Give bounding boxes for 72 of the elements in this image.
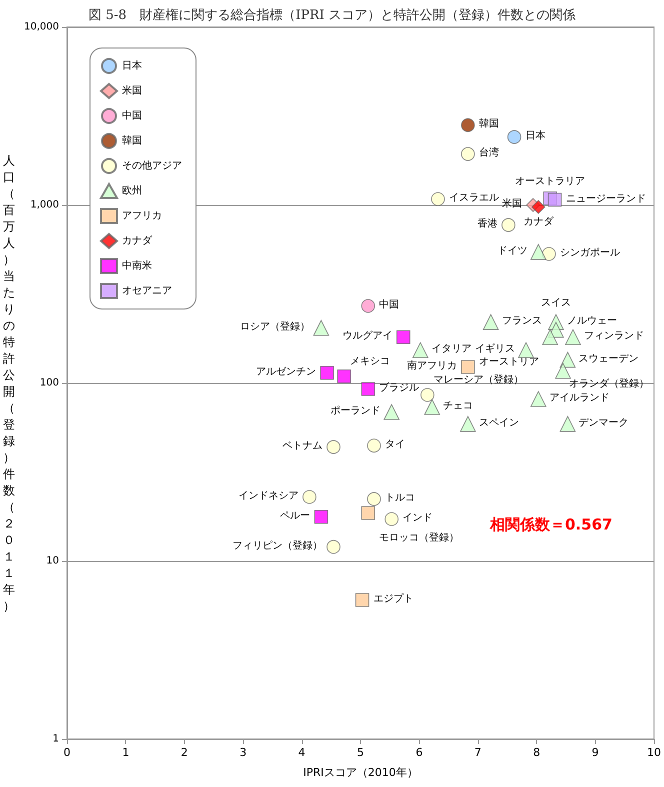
x-tick-label: 9 <box>592 746 599 759</box>
annotation: フランス <box>502 316 542 327</box>
x-tick-label: 0 <box>64 746 70 759</box>
annotation: イギリス <box>475 342 516 355</box>
x-tick-label: 2 <box>180 746 188 759</box>
annotation: インド <box>402 512 433 524</box>
annotation: デンマーク <box>578 417 629 428</box>
annotation: ブラジル <box>379 382 420 394</box>
annotation: 相関係数＝0.567 <box>489 516 612 534</box>
legend-label: 中国 <box>122 110 142 122</box>
annotation: ドイツ <box>497 245 528 256</box>
legend-label: 中南米 <box>122 260 152 272</box>
annotation: モロッコ（登録） <box>379 532 460 544</box>
y-tick-label: 10,000 <box>24 22 59 32</box>
annotation: 日本 <box>525 130 546 142</box>
annotation: イタリア <box>431 344 472 355</box>
x-tick-label: 1 <box>122 746 130 759</box>
y-tick-label: 10 <box>46 556 59 566</box>
x-tick-label: 5 <box>357 746 364 759</box>
annotation: オランダ（登録） <box>569 377 650 390</box>
annotation: フィリピン（登録） <box>232 539 322 552</box>
legend-label: 日本 <box>122 60 142 72</box>
annotation: ノルウェー <box>566 316 617 327</box>
chart-title: 図 5-8 財産権に関する総合指標（IPRI スコア）と特許公開（登録）件数との関係 <box>88 7 576 23</box>
annotation: トルコ <box>385 492 415 504</box>
text: 人口（百万人）当たりの特許公開（登録）件数（２０１１年） <box>3 153 15 613</box>
x-tick-label: 3 <box>240 746 247 759</box>
annotation: エジプト <box>373 592 414 604</box>
annotation: オーストラリア <box>515 176 586 187</box>
annotation: 香港 <box>477 218 498 230</box>
annotation: 中国 <box>379 298 400 310</box>
x-tick-label: 10 <box>647 746 661 759</box>
annotation: オーストリア <box>479 356 540 368</box>
annotation: フィンランド <box>584 330 644 342</box>
annotation: ウルグアイ <box>342 330 392 342</box>
annotation: インドネシア <box>238 490 298 502</box>
legend-label: 欧州 <box>122 184 142 196</box>
legend-label: その他アジア <box>122 160 182 172</box>
annotation: メキシコ <box>350 356 390 367</box>
x-axis-title: IPRIスコア（2010年） <box>303 766 418 779</box>
annotation: シンガポール <box>560 247 620 258</box>
legend-label: カナダ <box>122 234 153 246</box>
legend-label: 米国 <box>122 84 142 96</box>
legend-label: アフリカ <box>122 210 162 222</box>
annotation: スペイン <box>478 417 519 428</box>
x-tick-label: 7 <box>474 746 482 759</box>
annotation: ポーランド <box>330 406 381 417</box>
annotation: アイルランド <box>549 392 610 404</box>
annotation: 南アフリカ <box>406 359 457 372</box>
annotation: チェコ <box>443 400 474 412</box>
annotation: マレーシア（登録） <box>433 373 524 386</box>
y-tick-label: 1 <box>52 734 59 744</box>
annotation: ベトナム <box>282 440 322 452</box>
annotation: 台湾 <box>478 146 499 158</box>
y-tick-label: 1,000 <box>30 200 59 210</box>
x-tick-label: 8 <box>533 746 540 759</box>
legend-label: オセアニア <box>122 286 172 296</box>
annotation: ロシア（登録） <box>240 320 310 332</box>
x-tick-label: 4 <box>298 746 306 759</box>
annotation: カナダ <box>523 215 554 228</box>
x-tick-label: 6 <box>416 746 423 759</box>
annotation: 韓国 <box>478 118 499 130</box>
annotation: イスラエル <box>448 192 499 204</box>
annotation: 米国 <box>502 198 522 210</box>
annotation: ペルー <box>280 510 310 522</box>
legend-label: 韓国 <box>122 134 142 146</box>
annotation: スイス <box>540 297 571 308</box>
annotation: ニュージーランド <box>566 193 646 204</box>
annotation: アルゼンチン <box>256 366 316 378</box>
annotation: スウェーデン <box>578 353 639 364</box>
y-tick-label: 100 <box>40 378 59 388</box>
annotation: タイ <box>385 439 405 450</box>
